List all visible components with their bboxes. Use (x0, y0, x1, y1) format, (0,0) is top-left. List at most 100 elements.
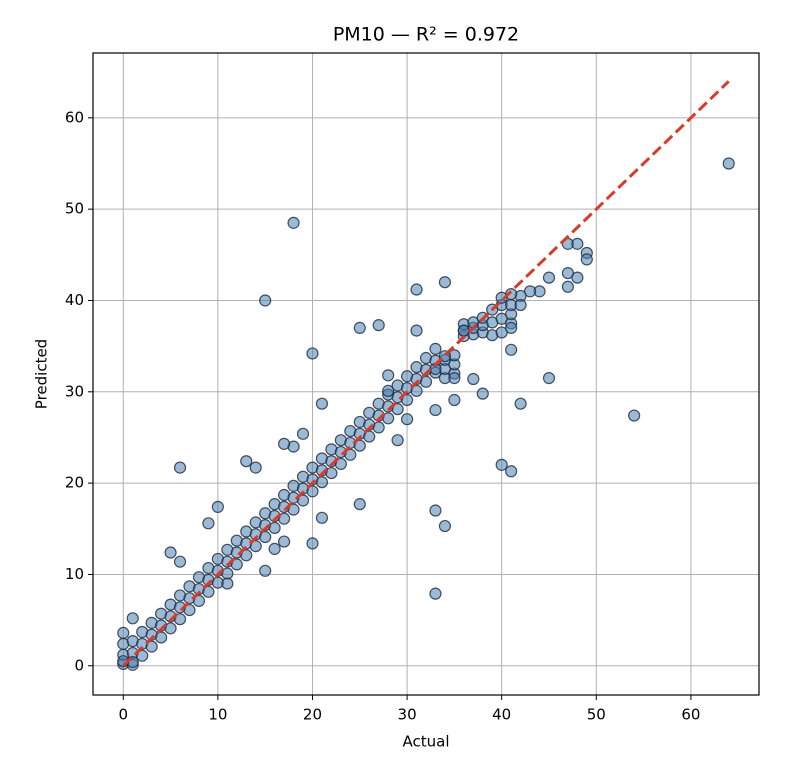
point (505, 465, 518, 478)
point (268, 542, 281, 555)
x-tick-label: 10 (208, 706, 227, 724)
point (542, 372, 556, 385)
point (448, 393, 461, 407)
point (173, 461, 187, 474)
point (249, 540, 262, 553)
point (476, 387, 489, 400)
point (429, 587, 442, 600)
x-axis-label: Actual (403, 733, 450, 751)
point (495, 458, 508, 471)
point (240, 455, 253, 468)
point (164, 546, 177, 559)
point (183, 603, 196, 617)
point (353, 439, 366, 452)
point (457, 324, 470, 337)
point (438, 519, 452, 533)
point (277, 535, 291, 548)
point (628, 409, 641, 422)
y-tick-label: 50 (65, 200, 84, 218)
point (259, 530, 272, 544)
x-tick-label: 60 (681, 706, 700, 724)
point (117, 626, 130, 640)
y-tick-label: 30 (65, 382, 84, 400)
point (287, 503, 300, 516)
point (429, 342, 442, 355)
point (514, 298, 527, 312)
point (382, 369, 395, 382)
point (259, 294, 272, 307)
chart-title: PM10 — R² = 0.972 (333, 24, 519, 46)
point (514, 397, 527, 410)
point (722, 157, 735, 170)
x-tick-label: 0 (118, 706, 128, 724)
x-tick-label: 50 (587, 706, 606, 724)
point (448, 372, 461, 385)
point (315, 511, 329, 524)
point (410, 324, 423, 337)
point (126, 612, 139, 625)
point (410, 283, 423, 296)
point (240, 549, 253, 562)
point (400, 393, 414, 407)
point (315, 476, 329, 489)
point (221, 577, 234, 590)
point (429, 403, 442, 417)
point (277, 512, 291, 525)
x-tick-label: 20 (303, 706, 322, 724)
point (372, 319, 385, 332)
point (542, 271, 556, 284)
point (505, 343, 518, 356)
point (145, 640, 158, 653)
point (353, 321, 366, 334)
point (202, 585, 215, 598)
y-tick-label: 60 (65, 108, 84, 126)
reference-line (122, 80, 730, 667)
point (561, 280, 575, 293)
point (400, 413, 414, 426)
point (277, 437, 291, 450)
y-tick-label: 20 (65, 474, 84, 492)
point (287, 216, 300, 229)
point (382, 412, 395, 425)
point (296, 427, 310, 440)
point (230, 558, 243, 571)
point (164, 622, 177, 635)
point (391, 403, 404, 416)
point (173, 555, 187, 568)
point (325, 466, 338, 480)
point (372, 421, 385, 434)
point (438, 276, 452, 289)
y-tick-label: 10 (65, 565, 84, 583)
point (429, 504, 442, 517)
y-tick-label: 40 (65, 291, 84, 309)
point (249, 461, 262, 474)
point (306, 485, 319, 498)
point (382, 384, 395, 397)
plot-frame (92, 52, 760, 696)
point (363, 430, 376, 443)
point (419, 375, 433, 388)
point (571, 271, 584, 284)
point (306, 347, 319, 360)
point (211, 500, 224, 513)
point (391, 434, 404, 447)
point (353, 498, 366, 511)
point (334, 457, 347, 471)
point (306, 537, 319, 550)
point (268, 521, 281, 534)
y-axis-label: Predicted (33, 339, 51, 409)
point (571, 237, 584, 250)
point (192, 594, 206, 608)
point (344, 448, 357, 461)
point (410, 384, 423, 397)
point (296, 494, 310, 507)
x-tick-label: 30 (398, 706, 417, 724)
point (580, 253, 593, 266)
point (467, 372, 480, 386)
point (136, 649, 149, 662)
point (495, 291, 508, 304)
x-tick-label: 40 (492, 706, 511, 724)
point (173, 613, 187, 626)
point (259, 564, 272, 577)
